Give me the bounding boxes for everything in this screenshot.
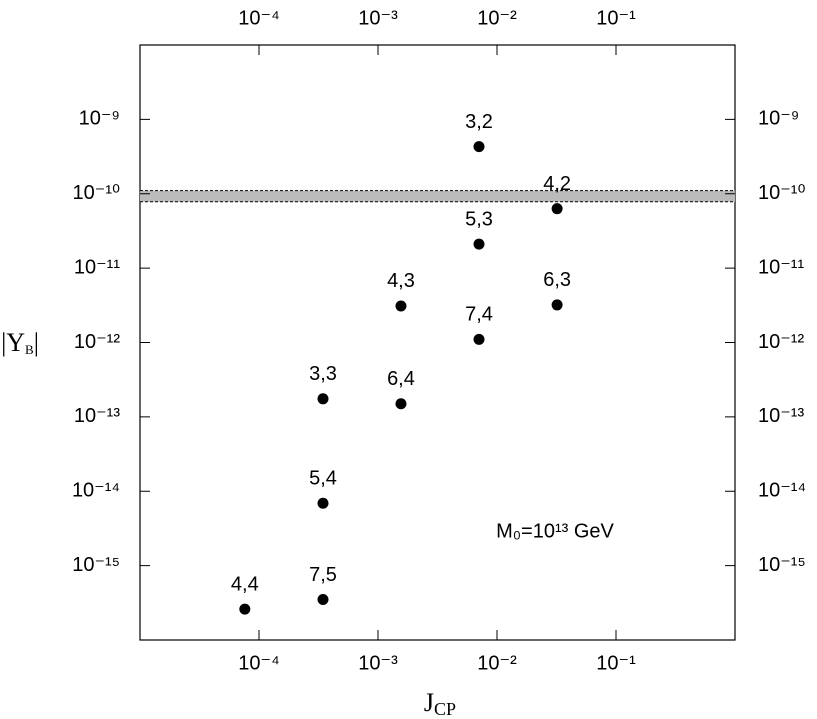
point-label: 6,3 xyxy=(543,269,571,291)
y-label-main: |Y xyxy=(1,328,25,357)
y-tick-label: 10⁻¹⁴ xyxy=(72,480,120,502)
y-tick-label: 10⁻¹⁰ xyxy=(73,182,120,204)
x-tick-label: 10⁻¹ xyxy=(596,652,636,674)
y-tick-label: 10⁻¹² xyxy=(74,331,120,353)
x-tick-label: 10⁻² xyxy=(477,652,517,674)
point xyxy=(317,393,329,405)
y-label-sub: B xyxy=(25,342,34,357)
point-label: 3,2 xyxy=(465,111,493,133)
y-tick-label: 10⁻¹³ xyxy=(74,405,120,427)
point-label: 7,5 xyxy=(309,564,337,586)
y-tick-label-right: 10⁻¹⁰ xyxy=(758,182,805,204)
y-axis-label: |YB| xyxy=(1,328,39,357)
point xyxy=(551,203,563,215)
point-label: 5,3 xyxy=(465,208,493,230)
x-tick-label-top: 10⁻² xyxy=(477,7,517,29)
y-label-end: | xyxy=(34,328,39,357)
band xyxy=(140,190,735,202)
point-label: 7,4 xyxy=(465,304,493,326)
y-tick-label-right: 10⁻¹¹ xyxy=(758,256,804,278)
point xyxy=(317,594,329,606)
point-label: 4,3 xyxy=(387,270,415,292)
point xyxy=(317,497,329,509)
point xyxy=(473,141,485,153)
y-tick-label-right: 10⁻¹⁵ xyxy=(758,554,806,576)
y-tick-label-right: 10⁻¹² xyxy=(758,331,804,353)
plot-frame xyxy=(139,44,736,641)
x-axis-label: JCP xyxy=(424,688,456,719)
point xyxy=(473,333,485,345)
y-tick-label-right: 10⁻¹⁴ xyxy=(758,480,806,502)
x-label-sub: CP xyxy=(434,699,456,719)
point xyxy=(473,238,485,250)
x-tick-label-top: 10⁻⁴ xyxy=(238,7,279,29)
point xyxy=(239,603,251,615)
x-tick-label: 10⁻³ xyxy=(358,652,398,674)
x-label-main: J xyxy=(424,688,434,717)
point-label: 6,4 xyxy=(387,368,415,390)
y-tick-label-right: 10⁻⁹ xyxy=(758,108,799,130)
x-tick-label-top: 10⁻³ xyxy=(358,7,398,29)
point xyxy=(551,299,563,311)
point-label: 4,2 xyxy=(543,173,571,195)
y-tick-label: 10⁻¹¹ xyxy=(74,256,120,278)
annotation: M₀=10¹³ GeV xyxy=(496,520,614,542)
y-tick-label: 10⁻⁹ xyxy=(79,108,120,130)
point xyxy=(395,398,407,410)
point-label: 4,4 xyxy=(231,573,259,595)
y-tick-label-right: 10⁻¹³ xyxy=(758,405,804,427)
point-label: 3,3 xyxy=(309,363,337,385)
x-tick-label-top: 10⁻¹ xyxy=(596,7,636,29)
y-tick-label: 10⁻¹⁵ xyxy=(72,554,120,576)
x-tick-label: 10⁻⁴ xyxy=(238,652,279,674)
point-label: 5,4 xyxy=(309,468,337,490)
point xyxy=(395,300,407,312)
